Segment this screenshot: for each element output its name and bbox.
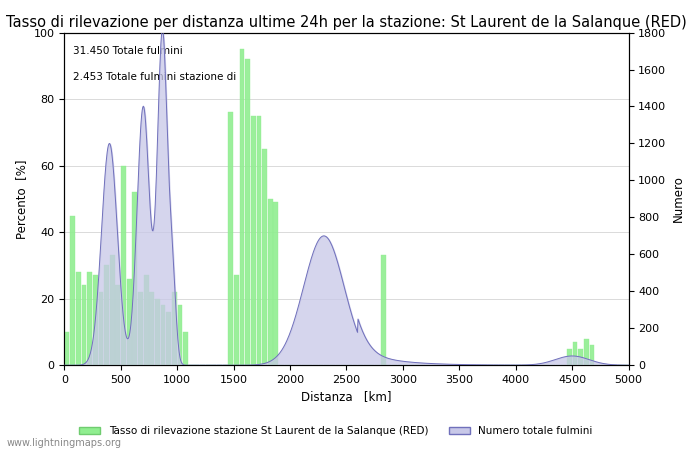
Bar [155,299,160,365]
Text: www.lightningmaps.org: www.lightningmaps.org [7,438,122,448]
Bar [178,306,183,365]
Bar [251,116,256,365]
Bar [104,266,109,365]
Bar [88,272,92,365]
Y-axis label: Numero: Numero [672,176,685,222]
Bar [127,279,132,365]
Bar [245,59,250,365]
Y-axis label: Percento  [%]: Percento [%] [15,159,28,238]
Bar [228,112,233,365]
Bar [132,192,137,365]
Text: 2.453 Totale fulmini stazione di: 2.453 Totale fulmini stazione di [73,72,236,82]
Bar [116,285,120,365]
Bar [584,338,589,365]
Bar [93,275,98,365]
Bar [144,275,148,365]
Bar [183,332,188,365]
Bar [234,275,239,365]
Bar [121,166,126,365]
Bar [110,256,115,365]
Bar [167,312,171,365]
Bar [149,292,154,365]
Bar [239,49,244,365]
Text: 31.450 Totale fulmini: 31.450 Totale fulmini [73,46,183,56]
Bar [160,306,165,365]
Bar [268,199,273,365]
Bar [567,349,572,365]
Bar [70,216,75,365]
Bar [138,292,143,365]
Bar [99,292,104,365]
Bar [381,256,386,365]
Title: Tasso di rilevazione per distanza ultime 24h per la stazione: St Laurent de la S: Tasso di rilevazione per distanza ultime… [6,15,687,30]
Bar [76,272,80,365]
Bar [257,116,261,365]
Bar [172,292,176,365]
Bar [573,342,577,365]
Bar [262,149,267,365]
X-axis label: Distanza   [km]: Distanza [km] [301,391,392,404]
Bar [82,285,86,365]
Bar [274,202,279,365]
Bar [589,345,594,365]
Bar [578,349,583,365]
Bar [64,332,69,365]
Legend: Tasso di rilevazione stazione St Laurent de la Salanque (RED), Numero totale ful: Tasso di rilevazione stazione St Laurent… [76,422,596,440]
